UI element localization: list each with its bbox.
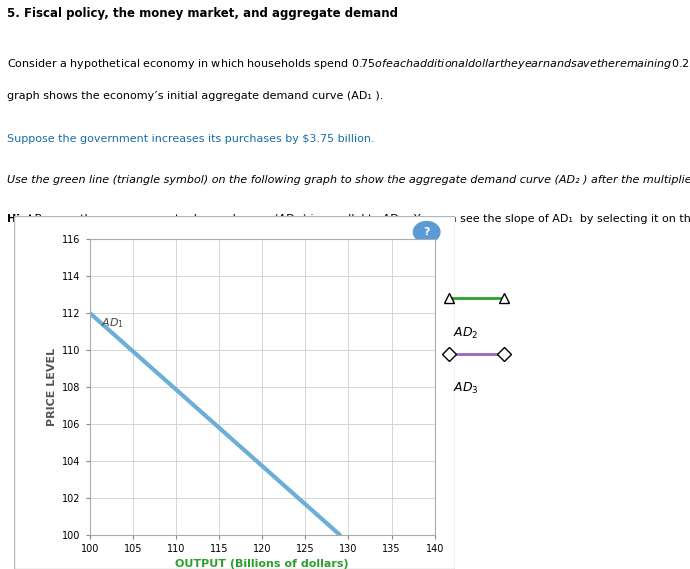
Text: Consider a hypothetical economy in which households spend $0.75 of each addition: Consider a hypothetical economy in which… (7, 57, 690, 71)
X-axis label: OUTPUT (Billions of dollars): OUTPUT (Billions of dollars) (175, 559, 349, 569)
Text: $AD_2$: $AD_2$ (453, 325, 478, 341)
Text: 5. Fiscal policy, the money market, and aggregate demand: 5. Fiscal policy, the money market, and … (7, 7, 398, 20)
Circle shape (413, 221, 440, 243)
Text: Suppose the government increases its purchases by $3.75 billion.: Suppose the government increases its pur… (7, 134, 375, 145)
FancyBboxPatch shape (14, 216, 455, 569)
Text: $AD_1$: $AD_1$ (101, 316, 124, 331)
Text: Use the green line (triangle symbol) on the following graph to show the aggregat: Use the green line (triangle symbol) on … (7, 175, 690, 185)
Text: Hint:: Hint: (7, 214, 37, 224)
Text: ?: ? (424, 227, 430, 237)
Text: Be sure the new aggregate demand curve (AD₂ ) is parallel to AD₁ . You can see t: Be sure the new aggregate demand curve (… (31, 214, 690, 224)
Y-axis label: PRICE LEVEL: PRICE LEVEL (47, 348, 57, 426)
Text: $AD_3$: $AD_3$ (453, 381, 478, 396)
Text: graph shows the economy’s initial aggregate demand curve (AD₁ ).: graph shows the economy’s initial aggreg… (7, 91, 383, 101)
